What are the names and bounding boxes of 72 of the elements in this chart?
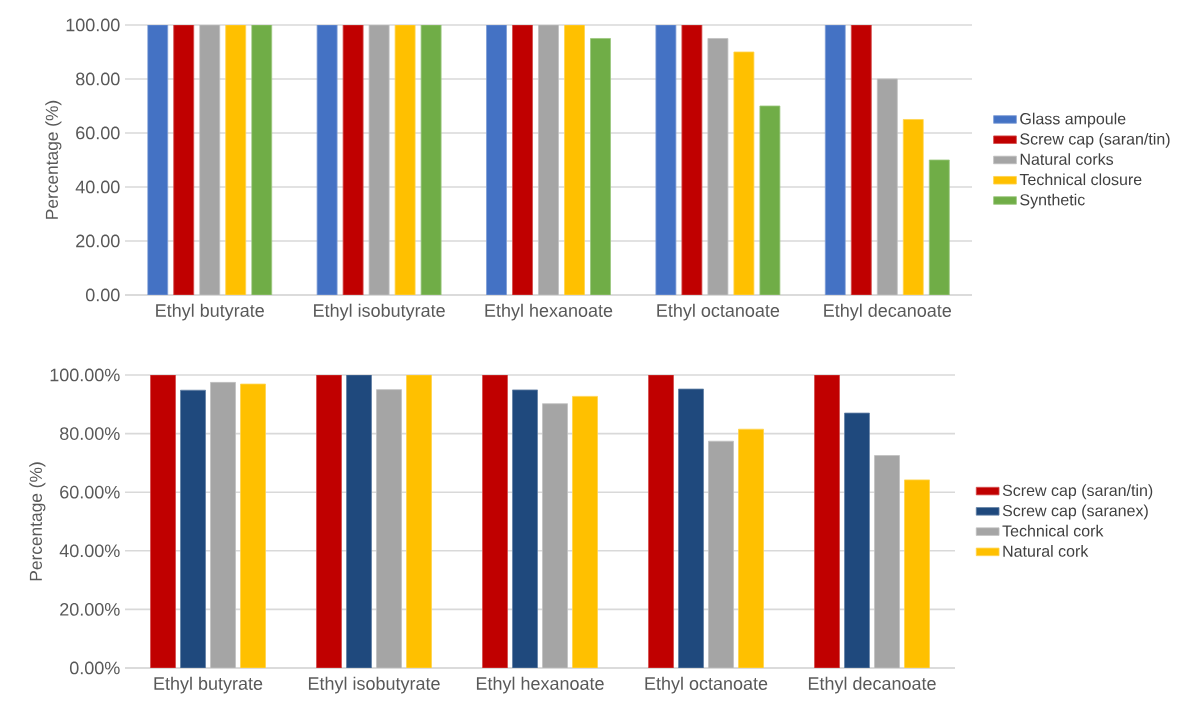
bar	[648, 374, 674, 668]
x-tick-label: Ethyl hexanoate	[476, 676, 604, 694]
bar	[708, 440, 734, 668]
y-tick-label: 0.00%	[69, 661, 120, 675]
bar	[251, 24, 273, 295]
legend-label: Screw cap (saran/tin)	[1002, 484, 1153, 500]
bar	[406, 374, 432, 668]
x-tick-label: Ethyl octanoate	[645, 676, 768, 694]
x-tick-label: Ethyl butyrate	[154, 676, 263, 694]
bar	[316, 374, 342, 668]
bar	[173, 24, 195, 295]
legend-label: Technical cork	[1002, 524, 1104, 537]
legend-label: Screw cap (saranex)	[1002, 504, 1148, 520]
x-tick-label: Ethyl octanoate	[657, 303, 780, 321]
bar	[678, 388, 704, 668]
y-axis-title: Percentage (%)	[29, 462, 46, 581]
bar	[482, 374, 508, 668]
bar	[346, 374, 372, 668]
bar	[590, 38, 611, 295]
y-tick-label: 80.00%	[60, 427, 120, 440]
bar	[844, 412, 870, 668]
y-tick-label: 100.00%	[50, 368, 120, 382]
legend-label: Natural corks	[1020, 153, 1114, 165]
bar	[564, 24, 585, 295]
legend-label: Glass ampoule	[1020, 112, 1126, 128]
bar	[316, 24, 338, 295]
x-tick-label: Ethyl butyrate	[156, 303, 264, 321]
bar	[538, 24, 559, 295]
bar	[199, 24, 221, 295]
bar	[655, 24, 677, 295]
bar	[814, 374, 840, 668]
x-tick-label: Ethyl decanoate	[808, 676, 936, 694]
bar	[147, 24, 169, 295]
y-tick-label: 40.00%	[59, 544, 120, 558]
legend-label: Screw cap (saran/tin)	[1020, 132, 1170, 148]
bar	[542, 403, 568, 668]
bar	[572, 395, 598, 668]
x-tick-label: Ethyl decanoate	[824, 303, 952, 321]
legend-label: Technical closure	[1019, 173, 1142, 186]
bar	[486, 24, 507, 295]
bar	[904, 479, 930, 668]
bar	[824, 24, 846, 295]
bar	[512, 389, 538, 668]
bar	[738, 428, 764, 668]
y-tick-label: 20.00%	[60, 603, 120, 616]
y-tick-label: 80.00	[76, 72, 120, 86]
bar	[681, 24, 703, 295]
x-tick-label: Ethyl hexanoate	[485, 303, 613, 321]
bar	[876, 78, 898, 295]
x-tick-label: Ethyl isobutyrate	[314, 303, 445, 321]
bar	[342, 24, 364, 295]
y-tick-label: 60.00%	[60, 485, 120, 499]
y-tick-label: 0.00	[85, 288, 120, 302]
bar	[210, 381, 236, 668]
bar	[512, 24, 533, 295]
bar	[376, 389, 402, 668]
legend-label: Synthetic	[1020, 193, 1085, 209]
y-tick-label: 100.00	[66, 18, 120, 32]
bar	[850, 24, 872, 295]
y-tick-label: 40.00	[75, 180, 120, 194]
legend-label: Natural cork	[1003, 545, 1089, 557]
bar	[902, 119, 924, 295]
bar	[225, 24, 247, 295]
y-axis-title: Percentage (%)	[45, 100, 62, 219]
x-tick-label: Ethyl isobutyrate	[308, 676, 440, 694]
bar	[240, 383, 266, 668]
bar	[180, 389, 206, 668]
bar	[150, 374, 176, 668]
y-tick-label: 60.00	[76, 126, 120, 140]
y-tick-label: 20.00	[76, 234, 120, 248]
bar	[874, 455, 900, 668]
bar	[928, 159, 950, 295]
